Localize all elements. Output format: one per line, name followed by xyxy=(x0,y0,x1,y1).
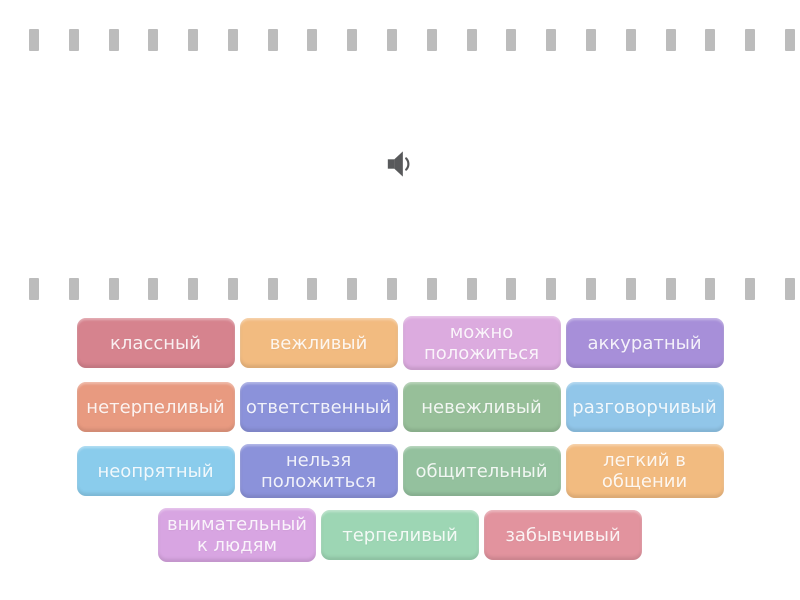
filmstrip-block xyxy=(466,278,477,300)
filmstrip-block xyxy=(784,29,795,51)
filmstrip-block xyxy=(745,29,756,51)
filmstrip-block xyxy=(188,29,199,51)
audio-play-button[interactable] xyxy=(383,146,417,182)
filmstrip-block xyxy=(227,29,238,51)
filmstrip-block xyxy=(506,29,517,51)
filmstrip-block xyxy=(387,29,398,51)
answer-tile[interactable]: можно положиться xyxy=(402,316,561,370)
filmstrip-block xyxy=(307,278,318,300)
filmstrip-block xyxy=(546,278,557,300)
filmstrip-block xyxy=(267,278,278,300)
filmstrip-block xyxy=(585,278,596,300)
answer-tile[interactable]: общительный xyxy=(402,446,561,496)
filmstrip-block xyxy=(347,29,358,51)
speaker-icon xyxy=(387,151,409,177)
filmstrip-block xyxy=(705,278,716,300)
answer-tile[interactable]: вежливый xyxy=(239,318,398,368)
filmstrip-block xyxy=(29,29,39,51)
filmstrip-block xyxy=(387,278,398,300)
filmstrip-block xyxy=(148,278,159,300)
filmstrip-block xyxy=(29,278,39,300)
filmstrip-block xyxy=(784,278,795,300)
answer-tile[interactable]: неопрятный xyxy=(76,446,235,496)
filmstrip-middle xyxy=(29,278,795,300)
filmstrip-block xyxy=(148,29,159,51)
filmstrip-block xyxy=(625,29,636,51)
filmstrip-block xyxy=(625,278,636,300)
tile-row: классный вежливый можно положиться аккуратн… xyxy=(0,311,800,375)
filmstrip-block xyxy=(426,278,437,300)
answer-tile[interactable]: забывчивый xyxy=(484,510,642,560)
answer-tile[interactable]: терпеливый xyxy=(321,510,479,560)
filmstrip-block xyxy=(267,29,278,51)
filmstrip-block xyxy=(108,278,119,300)
filmstrip-block xyxy=(68,29,79,51)
answer-tile[interactable]: аккуратный xyxy=(565,318,724,368)
tile-row: внимательный к людям терпеливый забывчивый xyxy=(0,503,800,567)
tile-row: неопрятный нельзя положиться общительный ле… xyxy=(0,439,800,503)
filmstrip-block xyxy=(705,29,716,51)
filmstrip-block xyxy=(745,278,756,300)
filmstrip-block xyxy=(585,29,596,51)
filmstrip-block xyxy=(665,29,676,51)
answer-tile[interactable]: классный xyxy=(76,318,235,368)
filmstrip-block xyxy=(188,278,199,300)
filmstrip-block xyxy=(108,29,119,51)
answer-tile[interactable]: разговорчивый xyxy=(565,382,724,432)
answer-board: классный вежливый можно положиться аккуратн… xyxy=(0,311,800,567)
tile-row: нетерпеливый ответственный невежливый разго… xyxy=(0,375,800,439)
filmstrip-block xyxy=(546,29,557,51)
answer-tile[interactable]: ответственный xyxy=(239,382,398,432)
answer-tile[interactable]: нельзя положиться xyxy=(239,444,398,498)
filmstrip-block xyxy=(426,29,437,51)
filmstrip-block xyxy=(466,29,477,51)
answer-tile[interactable]: нетерпеливый xyxy=(76,382,235,432)
filmstrip-top xyxy=(29,29,795,51)
filmstrip-block xyxy=(227,278,238,300)
filmstrip-block xyxy=(347,278,358,300)
filmstrip-block xyxy=(307,29,318,51)
filmstrip-block xyxy=(665,278,676,300)
answer-tile[interactable]: легкий в общении xyxy=(565,444,724,498)
filmstrip-block xyxy=(68,278,79,300)
answer-tile[interactable]: внимательный к людям xyxy=(158,508,316,562)
filmstrip-block xyxy=(506,278,517,300)
answer-tile[interactable]: невежливый xyxy=(402,382,561,432)
